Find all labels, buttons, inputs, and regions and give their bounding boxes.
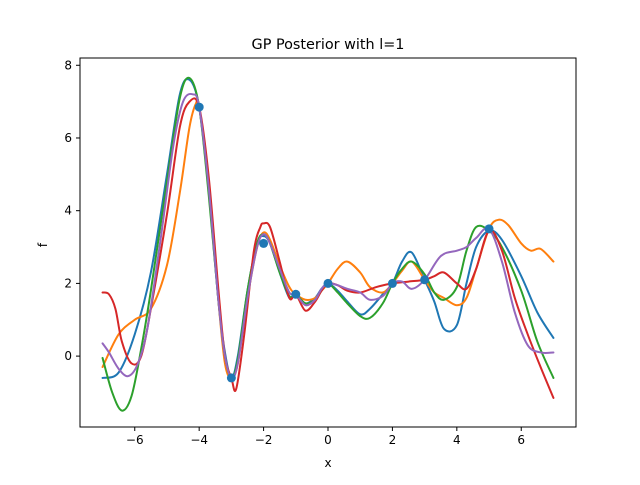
y-tick-label: 4: [64, 204, 72, 218]
posterior-sample-line-4: [101, 97, 555, 399]
y-tick-label: 0: [64, 349, 72, 363]
y-axis-label: f: [36, 242, 50, 247]
x-tick-label: 4: [453, 433, 461, 447]
observation-point: [420, 275, 430, 285]
x-tick-label: −2: [255, 433, 273, 447]
y-tick-label: 8: [64, 58, 72, 72]
plot-area: [101, 76, 555, 412]
x-axis-label: x: [324, 456, 331, 470]
observation-point: [194, 102, 204, 112]
observation-point: [291, 289, 301, 299]
observation-point: [259, 238, 269, 248]
y-tick-label: 6: [64, 131, 72, 145]
y-tick-label: 2: [64, 276, 72, 290]
x-tick-label: 2: [389, 433, 397, 447]
x-tick-label: 6: [517, 433, 525, 447]
observation-point: [226, 373, 236, 383]
observation-point: [323, 278, 333, 288]
x-tick-label: −6: [126, 433, 144, 447]
observation-point: [387, 278, 397, 288]
x-tick-label: 0: [324, 433, 332, 447]
observation-point: [484, 224, 494, 234]
x-tick-label: −4: [190, 433, 208, 447]
chart-title: GP Posterior with l=1: [252, 37, 405, 53]
axes: −6 −4 −2 0 2 4 6 0 2 4 6 8: [64, 57, 577, 447]
